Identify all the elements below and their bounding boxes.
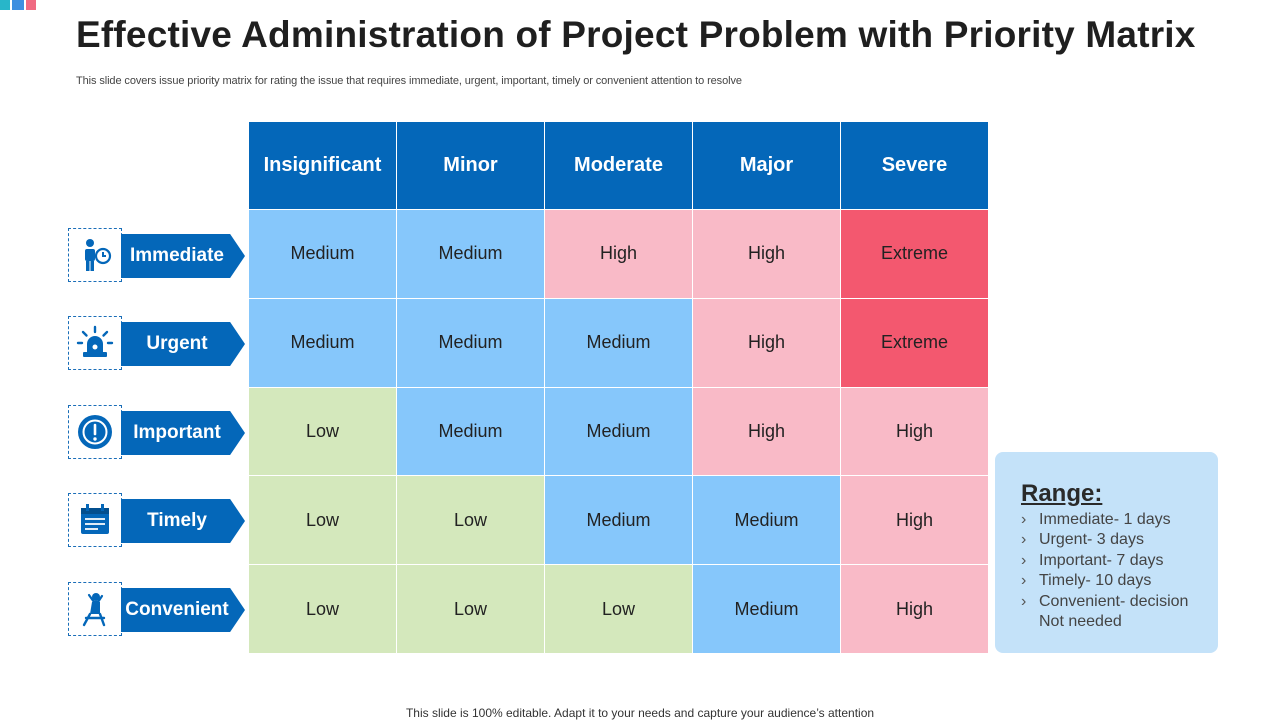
calendar-icon [68, 493, 122, 547]
range-item: › Immediate- 1 days [1021, 510, 1218, 530]
matrix-cell: Low [249, 476, 397, 566]
corner-accent-pink [26, 0, 36, 10]
matrix-cell: Medium [397, 298, 545, 388]
range-item: › Convenient- decision Not needed [1021, 592, 1218, 633]
column-header: Moderate [545, 122, 693, 210]
matrix-cell: Medium [397, 210, 545, 299]
alert-circle-icon [68, 405, 122, 459]
range-item: › Timely- 10 days [1021, 571, 1218, 591]
corner-accent-teal [0, 0, 10, 10]
chevron-right-icon: › [1021, 531, 1027, 549]
row-tag: Important [121, 411, 245, 455]
column-header: Insignificant [249, 122, 397, 210]
matrix-cell: Medium [693, 565, 841, 654]
matrix-cell: High [693, 387, 841, 477]
column-header: Minor [397, 122, 545, 210]
chevron-right-icon: › [1021, 572, 1027, 590]
page-subtitle: This slide covers issue priority matrix … [76, 75, 742, 87]
row-tag: Timely [121, 499, 245, 543]
chevron-right-icon: › [1021, 551, 1027, 569]
row-label-immediate: Immediate [68, 228, 248, 284]
range-item: › Urgent- 3 days [1021, 530, 1218, 550]
row-tag: Urgent [121, 322, 245, 366]
matrix-cell: High [545, 210, 693, 299]
matrix-cell: Low [249, 565, 397, 654]
matrix-cell: Medium [545, 387, 693, 477]
footer-note: This slide is 100% editable. Adapt it to… [405, 706, 875, 720]
matrix-cell: Medium [545, 476, 693, 566]
row-label-urgent: Urgent [68, 316, 248, 372]
matrix-cell: Low [249, 387, 397, 477]
matrix-cell: High [841, 565, 989, 654]
matrix-cell: High [693, 210, 841, 299]
matrix-cell: High [841, 476, 989, 566]
matrix-cell: Low [397, 565, 545, 654]
row-tag: Convenient [121, 588, 245, 632]
range-legend: Range: › Immediate- 1 days › Urgent- 3 day… [995, 452, 1218, 653]
matrix-cell: Medium [249, 298, 397, 388]
row-tag: Immediate [121, 234, 245, 278]
corner-accent-blue [12, 0, 24, 10]
matrix-cell: Extreme [841, 298, 989, 388]
siren-icon [68, 316, 122, 370]
relaxed-person-icon [68, 582, 122, 636]
matrix-cell: Extreme [841, 210, 989, 299]
matrix-cell: Medium [545, 298, 693, 388]
matrix-cell: Medium [249, 210, 397, 299]
row-label-important: Important [68, 405, 248, 461]
matrix-cell: Low [397, 476, 545, 566]
matrix-cell: Medium [397, 387, 545, 477]
row-label-convenient: Convenient [68, 582, 248, 638]
priority-matrix: Insignificant Minor Moderate Major Sever… [249, 122, 989, 654]
chevron-right-icon: › [1021, 511, 1027, 528]
matrix-cell: Low [545, 565, 693, 654]
chevron-right-icon: › [1021, 592, 1027, 610]
matrix-cell: High [841, 387, 989, 477]
column-header: Major [693, 122, 841, 210]
page-title: Effective Administration of Project Prob… [76, 14, 1196, 55]
column-header: Severe [841, 122, 989, 210]
range-title: Range: [1021, 480, 1103, 507]
matrix-cell: High [693, 298, 841, 388]
row-label-timely: Timely [68, 493, 248, 549]
matrix-cell: Medium [693, 476, 841, 566]
range-item: › Important- 7 days [1021, 551, 1218, 571]
person-clock-icon [68, 228, 122, 282]
